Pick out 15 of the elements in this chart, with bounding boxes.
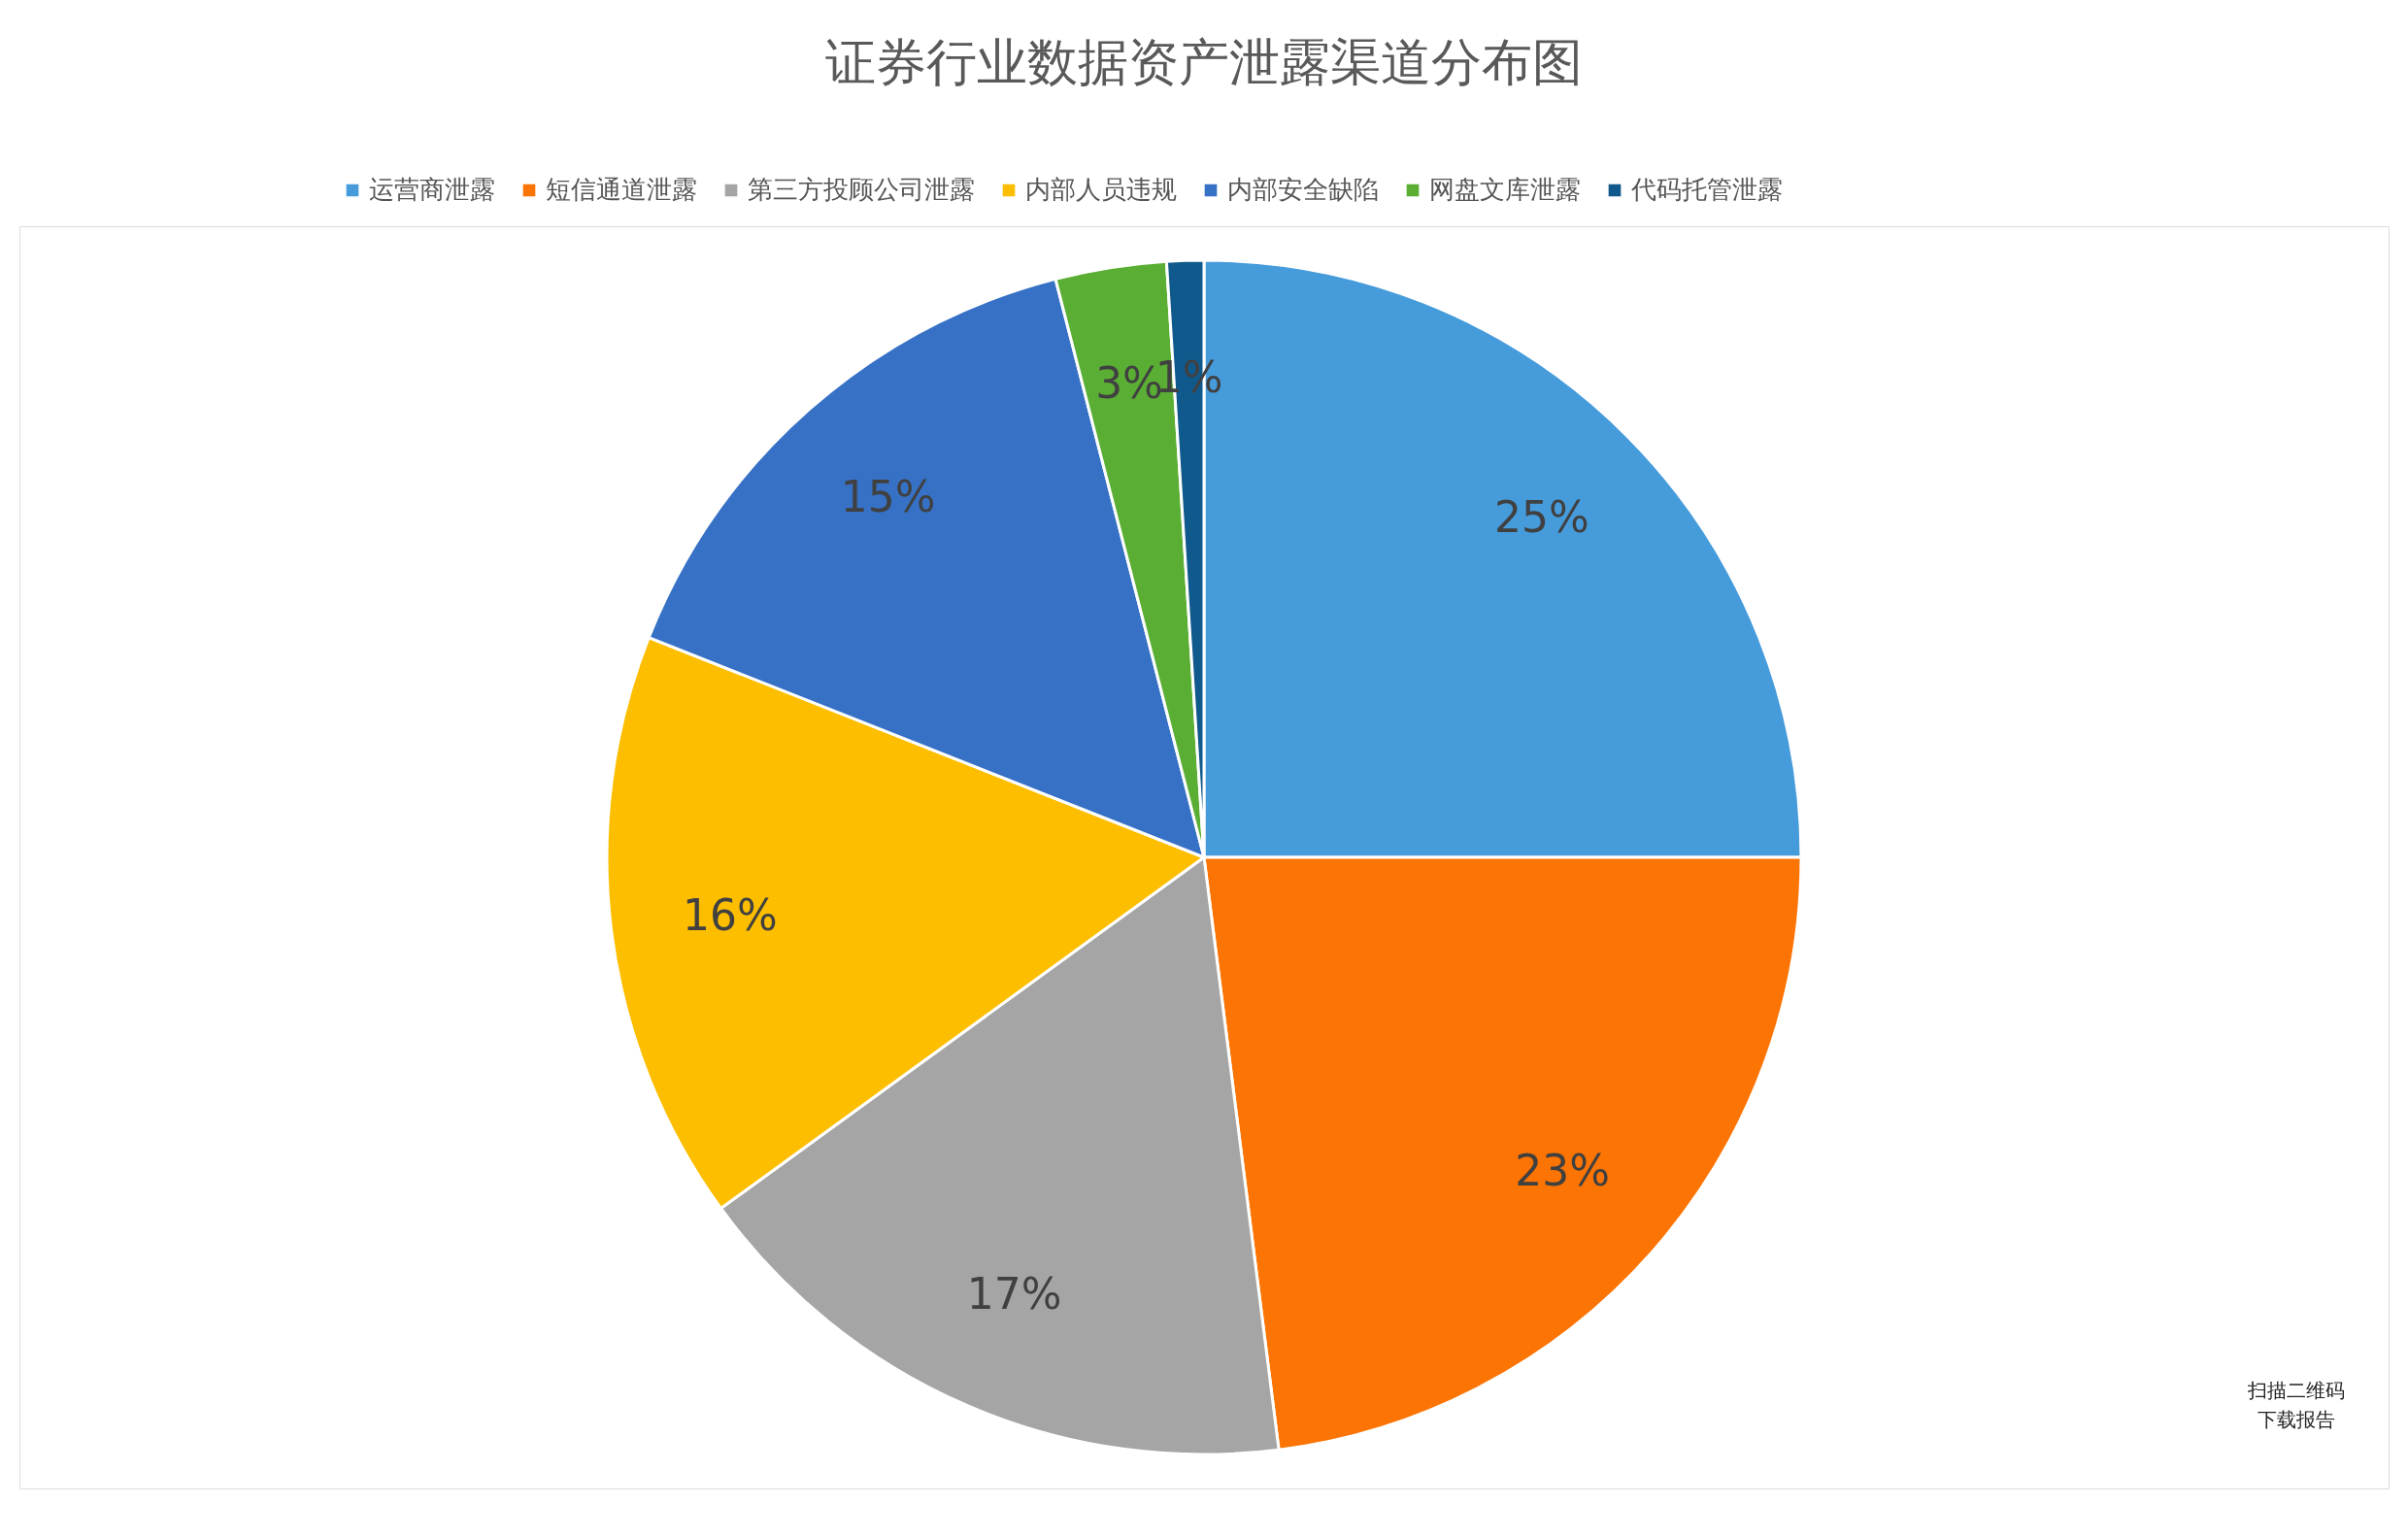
legend-label: 代码托管泄露 [1630, 175, 1783, 204]
chart-title: 证券行业数据资产泄露渠道分布图 [825, 33, 1583, 91]
text: 扫描二维码 [2247, 1379, 2345, 1402]
legend-label: 第三方投顾公司泄露 [748, 175, 975, 204]
legend-label: 内部安全缺陷 [1227, 175, 1379, 204]
data-label: 16% [682, 889, 778, 940]
legend-label: 内部人员违规 [1025, 175, 1177, 204]
text: 下载报告 [2258, 1408, 2335, 1431]
data-label: 25% [1494, 492, 1589, 543]
data-label: 15% [840, 471, 936, 521]
legend-label: 短信通道泄露 [546, 175, 697, 204]
data-label: 23% [1515, 1146, 1610, 1196]
legend-label: 网盘文库泄露 [1429, 175, 1581, 204]
legend-label: 运营商泄露 [369, 175, 495, 204]
data-label: 17% [966, 1268, 1062, 1319]
